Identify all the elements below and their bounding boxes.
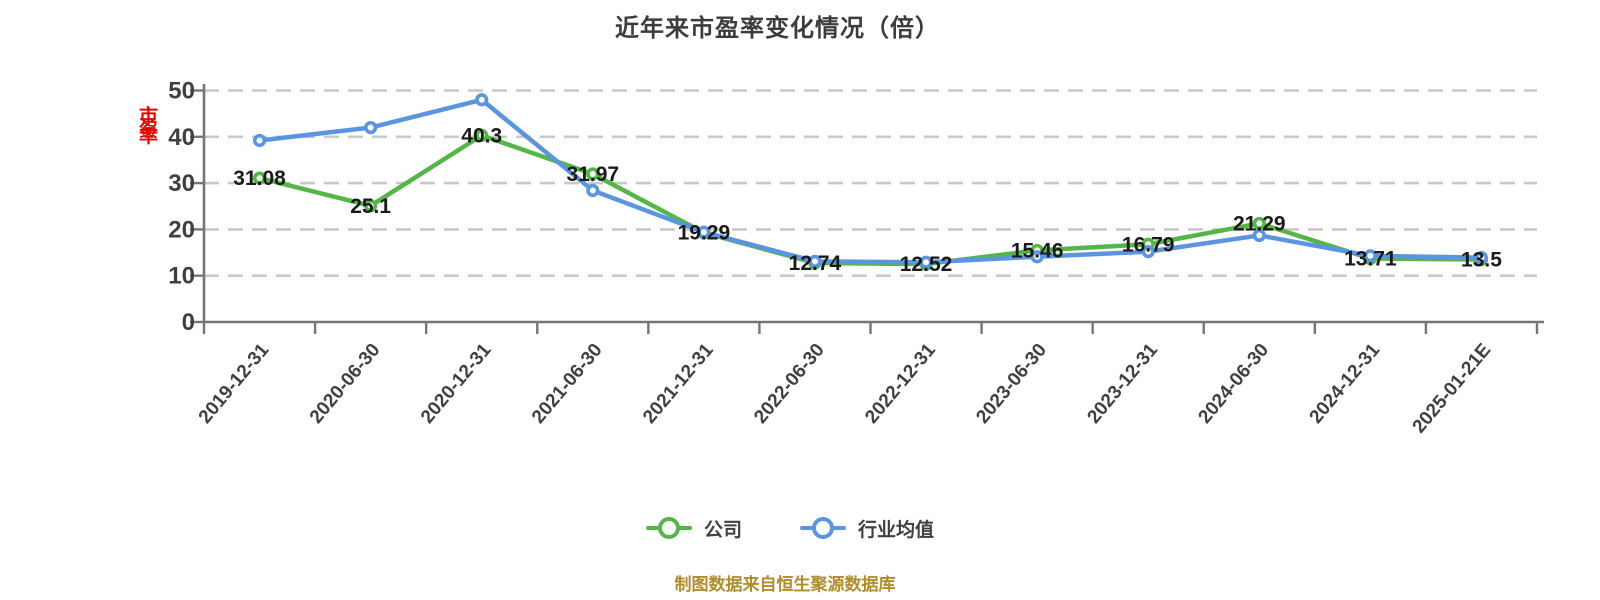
point-value-label: 13.5: [1461, 248, 1502, 271]
y-tick-label: 50: [168, 78, 195, 105]
y-tick-label: 10: [168, 263, 195, 290]
point-value-label: 40.3: [461, 124, 502, 147]
industry-average-point: [808, 254, 822, 268]
x-tick-label: 2022-12-31: [861, 339, 940, 427]
x-tick-label: 2023-12-31: [1083, 339, 1162, 427]
company-point: [364, 199, 378, 213]
y-tick-label: 0: [182, 309, 195, 336]
y-tick-label: 30: [168, 170, 195, 197]
point-value-label: 21.29: [1233, 212, 1286, 235]
point-value-label: 25.1: [350, 195, 391, 218]
industry-average-point: [1141, 245, 1155, 259]
industry-average-point: [1030, 250, 1044, 264]
x-tick-label: 2020-12-31: [417, 339, 496, 427]
industry-average-point: [697, 225, 711, 239]
industry-average-line: [257, 97, 1484, 265]
industry-average-point: [1363, 249, 1377, 263]
industry-average-point: [252, 133, 267, 148]
point-value-label: 12.52: [900, 253, 953, 276]
x-tick-label: 2025-01-21E: [1409, 340, 1496, 438]
point-value-label: 15.46: [1011, 239, 1064, 262]
x-tick-label: 2024-12-31: [1306, 339, 1385, 427]
legend-label-industry-average: 行业均值: [858, 519, 935, 541]
x-tick-label: 2019-12-31: [195, 339, 274, 427]
point-value-label: 12.74: [789, 252, 842, 275]
x-tick-label: 2022-06-30: [750, 340, 829, 428]
industry-average-point: [586, 183, 600, 198]
y-axis-stamp: 市盈率: [136, 106, 157, 139]
legend: 公司 行业均值: [0, 506, 1580, 550]
point-value-label: 31.08: [233, 167, 286, 190]
company-point: [1252, 216, 1266, 231]
x-tick-label: 2021-06-30: [528, 340, 607, 428]
pe-ratio-line-chart: 0 10 20 30 40 50 2019-12-31 2020-06-30 2020-12-3…: [168, 78, 1544, 438]
industry-average-point: [475, 93, 489, 107]
x-tick-label: 2023-06-30: [972, 340, 1051, 428]
industry-average-point: [1474, 251, 1489, 265]
chart-title: 近年来市盈率变化情况（倍）: [615, 15, 940, 42]
point-value-label: 19.29: [678, 222, 731, 245]
industry-average-point: [364, 120, 378, 135]
x-tick-label: 2020-06-30: [306, 340, 385, 428]
industry-average-point: [919, 255, 933, 269]
company-point: [252, 171, 267, 185]
industry-legend-marker-icon: [800, 516, 846, 540]
company-point: [475, 128, 489, 143]
point-value-label: 31.97: [567, 163, 620, 186]
company-point: [586, 167, 600, 181]
industry-average-point: [1252, 228, 1266, 243]
legend-label-company: 公司: [703, 519, 742, 541]
point-value-label: 13.71: [1344, 248, 1397, 271]
x-tick-label: 2024-06-30: [1195, 340, 1274, 428]
legend-item-company[interactable]: 公司: [645, 515, 742, 542]
legend-item-industry-average[interactable]: 行业均值: [800, 515, 934, 542]
x-tick-label: 2021-12-31: [639, 339, 718, 427]
y-tick-label: 20: [168, 216, 195, 243]
company-legend-marker-icon: [645, 516, 692, 540]
y-tick-label: 40: [168, 124, 195, 151]
point-value-label: 16.79: [1122, 233, 1175, 256]
data-source-note: 制图数据来自恒生聚源数据库: [674, 575, 896, 594]
